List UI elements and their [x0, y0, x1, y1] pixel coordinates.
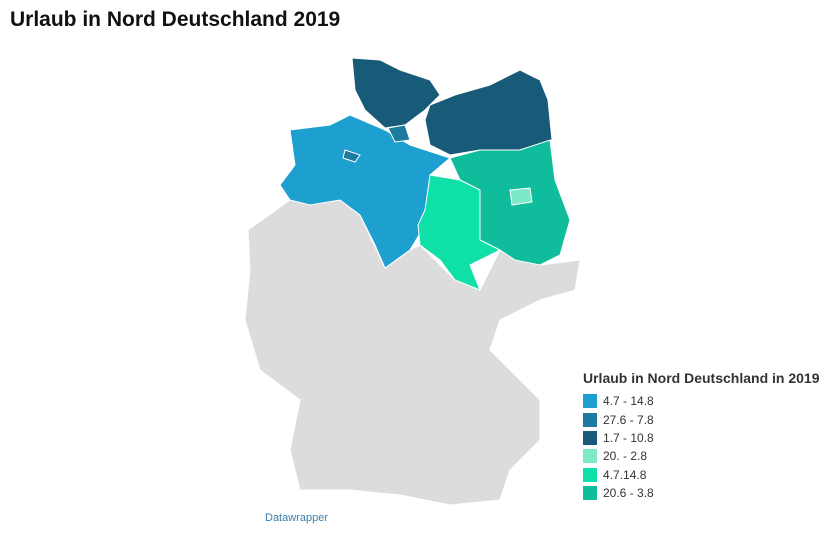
credit: Datawrapper — [265, 512, 328, 524]
legend-label: 20. - 2.8 — [603, 449, 648, 464]
legend-swatch — [583, 394, 597, 409]
legend-label: 1.7 - 10.8 — [603, 430, 654, 445]
legend-title: Urlaub in Nord Deutschland in 2019 — [583, 370, 820, 386]
region — [509, 187, 533, 206]
legend-item: 4.7 - 14.8 — [583, 392, 820, 410]
legend-swatch — [583, 449, 597, 464]
legend-label: 20.6 - 3.8 — [603, 486, 654, 501]
legend-swatch — [583, 430, 597, 445]
region — [424, 69, 553, 156]
legend-item: 20. - 2.8 — [583, 447, 820, 465]
region — [351, 57, 441, 129]
legend-label: 27.6 - 7.8 — [603, 412, 654, 427]
legend-label: 4.7 - 14.8 — [603, 394, 654, 409]
legend-swatch — [583, 467, 597, 482]
title: Urlaub in Nord Deutschland 2019 — [10, 8, 341, 31]
region — [279, 114, 452, 269]
legend-label: 4.7.14.8 — [603, 467, 647, 482]
legend-item: 27.6 - 7.8 — [583, 410, 820, 428]
region — [342, 149, 361, 163]
legend-swatch — [583, 412, 597, 427]
legend-item: 20.6 - 3.8 — [583, 484, 820, 502]
legend: Urlaub in Nord Deutschland in 2019 4.7 -… — [583, 370, 820, 502]
region — [417, 174, 502, 291]
legend-item: 1.7 - 10.8 — [583, 429, 820, 447]
legend-item: 4.7.14.8 — [583, 466, 820, 484]
legend-swatch — [583, 486, 597, 501]
region — [387, 124, 411, 143]
legend-items: 4.7 - 14.8 27.6 - 7.8 1.7 - 10.8 20. - 2.8 4… — [583, 392, 820, 502]
